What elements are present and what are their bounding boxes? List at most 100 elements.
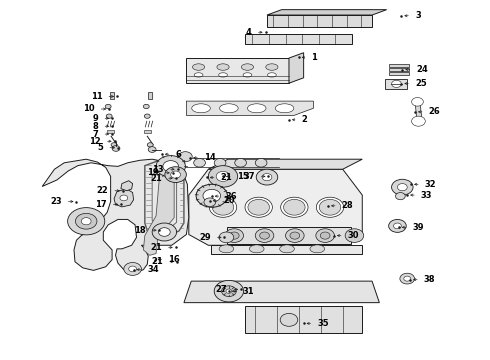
Ellipse shape: [275, 104, 294, 113]
Ellipse shape: [255, 229, 274, 242]
Circle shape: [226, 289, 232, 293]
Ellipse shape: [220, 104, 238, 113]
Polygon shape: [267, 15, 372, 27]
Circle shape: [159, 228, 170, 236]
Text: 27: 27: [216, 285, 227, 294]
Ellipse shape: [392, 80, 401, 87]
Text: 15: 15: [237, 172, 248, 181]
Polygon shape: [144, 164, 174, 255]
Circle shape: [75, 213, 97, 229]
Bar: [107, 130, 114, 133]
Ellipse shape: [290, 232, 300, 239]
Ellipse shape: [144, 104, 149, 109]
Ellipse shape: [214, 158, 226, 167]
Text: 36: 36: [225, 192, 237, 201]
Ellipse shape: [225, 229, 244, 242]
Ellipse shape: [145, 114, 150, 118]
Text: 21: 21: [220, 173, 232, 182]
Ellipse shape: [243, 73, 252, 77]
Circle shape: [204, 198, 216, 207]
Circle shape: [397, 184, 407, 191]
Text: 32: 32: [425, 180, 437, 189]
Circle shape: [152, 223, 176, 241]
Text: 7: 7: [93, 130, 98, 139]
Circle shape: [395, 193, 405, 200]
Polygon shape: [186, 58, 289, 83]
Bar: [110, 92, 114, 99]
Circle shape: [111, 143, 117, 147]
Ellipse shape: [345, 229, 364, 242]
Ellipse shape: [255, 158, 267, 167]
Circle shape: [319, 199, 341, 215]
Circle shape: [212, 199, 234, 215]
Circle shape: [165, 167, 186, 183]
Circle shape: [280, 314, 298, 326]
Text: 18: 18: [134, 226, 146, 235]
Ellipse shape: [194, 158, 205, 167]
Circle shape: [221, 286, 236, 297]
Circle shape: [129, 266, 137, 272]
Bar: [389, 72, 409, 76]
Polygon shape: [415, 100, 422, 123]
Circle shape: [245, 197, 272, 217]
Ellipse shape: [266, 64, 278, 70]
Bar: [144, 130, 151, 133]
Text: 29: 29: [199, 233, 211, 242]
Text: 28: 28: [342, 201, 353, 210]
Polygon shape: [189, 169, 362, 245]
Ellipse shape: [219, 245, 234, 253]
Circle shape: [248, 199, 270, 215]
Circle shape: [393, 223, 401, 229]
Polygon shape: [186, 101, 314, 116]
Text: 39: 39: [413, 223, 424, 232]
Bar: [386, 78, 408, 89]
Text: 2: 2: [302, 115, 308, 124]
Ellipse shape: [171, 158, 178, 167]
Text: 19: 19: [147, 168, 159, 177]
Circle shape: [400, 273, 415, 284]
Text: 24: 24: [416, 65, 428, 74]
Text: 34: 34: [147, 265, 159, 274]
Polygon shape: [245, 306, 362, 333]
Circle shape: [148, 147, 156, 152]
Polygon shape: [245, 34, 352, 44]
Circle shape: [163, 161, 178, 172]
Text: 3: 3: [415, 11, 421, 20]
Polygon shape: [267, 10, 387, 15]
Circle shape: [147, 143, 153, 147]
Text: 14: 14: [204, 153, 216, 162]
Circle shape: [281, 197, 308, 217]
Circle shape: [219, 232, 234, 243]
Bar: [227, 227, 351, 244]
Ellipse shape: [219, 73, 227, 77]
Text: 20: 20: [223, 196, 235, 205]
Ellipse shape: [106, 114, 112, 118]
Circle shape: [404, 276, 411, 281]
Text: 6: 6: [175, 150, 181, 159]
Ellipse shape: [194, 73, 203, 77]
Ellipse shape: [249, 245, 264, 253]
Ellipse shape: [260, 232, 270, 239]
Polygon shape: [42, 159, 189, 273]
Ellipse shape: [217, 64, 229, 70]
Circle shape: [216, 171, 230, 181]
Ellipse shape: [268, 73, 276, 77]
Circle shape: [214, 280, 244, 302]
Text: 17: 17: [95, 200, 107, 209]
Polygon shape: [208, 159, 362, 169]
Ellipse shape: [286, 229, 304, 242]
Text: 25: 25: [415, 79, 427, 88]
Circle shape: [209, 197, 237, 217]
Ellipse shape: [316, 229, 334, 242]
Bar: [148, 92, 152, 99]
Text: 35: 35: [318, 319, 329, 328]
Ellipse shape: [320, 232, 330, 239]
Polygon shape: [289, 53, 304, 83]
Polygon shape: [184, 281, 379, 303]
Ellipse shape: [235, 158, 246, 167]
Text: 11: 11: [91, 92, 102, 101]
Text: 8: 8: [93, 122, 98, 131]
Text: 9: 9: [93, 114, 98, 123]
Text: 38: 38: [424, 275, 435, 284]
Circle shape: [392, 179, 413, 195]
